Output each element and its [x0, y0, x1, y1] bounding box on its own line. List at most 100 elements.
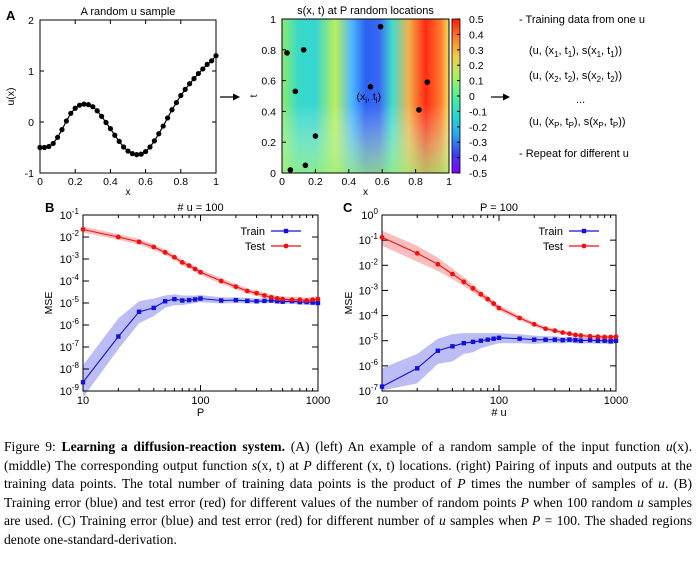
pairing-text: (u, (x	[529, 70, 555, 82]
train-point	[608, 339, 613, 344]
legend-label: Test	[245, 241, 265, 253]
legend-label: Train	[538, 226, 563, 238]
test-point	[552, 328, 558, 334]
plot-frame	[39, 19, 217, 174]
y-tick-base: 10	[359, 311, 371, 323]
sample-point	[416, 107, 422, 113]
caption-math: P	[303, 457, 312, 473]
pairing-text: , t	[559, 116, 568, 128]
y-tick-label: 100	[361, 207, 378, 222]
caption-math: (x, t)	[367, 457, 395, 473]
x-axis-label: x	[126, 187, 131, 198]
caption-text: samples are used. (C) Training error (bl…	[4, 494, 692, 529]
train-point	[315, 300, 321, 306]
x-tick-label: 1	[213, 176, 219, 188]
colorbar-tick-label: -0.2	[469, 122, 487, 134]
colorbar-tick-label: -0.4	[469, 153, 487, 165]
y-axis-label: MSE	[43, 292, 55, 315]
test-point	[151, 244, 157, 250]
x-tick-label: 10	[77, 395, 89, 407]
y-tick-label: 0.8	[261, 45, 276, 57]
x-tick-label: 1	[446, 176, 452, 188]
train-point	[560, 337, 565, 343]
x-tick-label: 0.4	[341, 176, 356, 188]
train-point	[310, 300, 315, 305]
colorbar-tick-label: 0.3	[469, 45, 484, 57]
data-point	[103, 119, 109, 126]
data-point	[72, 105, 78, 111]
sample-point	[292, 88, 299, 95]
x-tick-label: 0.6	[138, 176, 153, 188]
data-point	[187, 81, 193, 87]
arrow-right-icon	[233, 93, 240, 101]
pairing-text: , t	[601, 70, 610, 82]
test-point	[80, 227, 86, 232]
x-tick-label: 100	[191, 395, 209, 407]
caption-text: when 100 random	[528, 494, 638, 510]
data-point	[191, 76, 197, 82]
train-point	[496, 335, 502, 341]
pairing-subscript: 2	[568, 75, 573, 84]
panel-letter-a: A	[6, 8, 16, 23]
test-point	[186, 263, 192, 269]
caption-math: P	[457, 476, 466, 492]
train-point	[532, 337, 537, 342]
train-point	[450, 344, 455, 349]
data-point	[94, 108, 100, 114]
y-tick-label: 10-7	[359, 383, 379, 398]
pairing-subscript: 1	[597, 50, 602, 59]
pairing-line: (u, (x1, t1), s(x1, t1))	[529, 45, 622, 59]
y-tick-exponent: -4	[371, 308, 379, 317]
panel-c: 10 100 100010010-110-210-310-410-510-610-7…	[343, 202, 628, 419]
legend-label: Train	[240, 226, 265, 238]
caption-text: . (B) Training error (blue) and test err…	[4, 476, 692, 510]
y-tick-exponent: -7	[371, 383, 379, 392]
std-band	[83, 294, 318, 398]
chart-title: s(x, t) at P random locations	[297, 5, 434, 17]
y-tick-label: 0.4	[261, 106, 276, 118]
caption-math: P	[532, 513, 541, 529]
data-point	[182, 86, 188, 92]
y-axis-label: u(x)	[5, 87, 17, 105]
test-point	[613, 334, 619, 340]
colorbar-tick-label: -0.3	[469, 137, 487, 149]
y-tick-base: 10	[60, 364, 72, 376]
y-tick-label: 10-5	[60, 295, 80, 310]
test-point	[450, 271, 455, 277]
y-tick-base: 10	[60, 210, 72, 222]
data-point	[90, 104, 96, 110]
test-point	[268, 294, 274, 300]
y-tick-label: 10-2	[359, 257, 379, 272]
y-tick-label: 10-8	[60, 361, 80, 376]
train-point	[151, 305, 156, 311]
point-label-subscript: i	[365, 96, 367, 105]
y-tick-label: 1	[28, 66, 34, 78]
y-tick-base: 10	[359, 361, 371, 373]
chart-title: P = 100	[480, 202, 518, 214]
colorbar-tick-label: -0.5	[469, 168, 487, 180]
data-point	[121, 144, 127, 150]
y-tick-label: 10-2	[60, 229, 80, 244]
train-point	[491, 336, 496, 341]
test-point	[485, 296, 491, 302]
y-tick-exponent: 0	[374, 207, 379, 216]
data-point	[169, 107, 175, 113]
y-tick-base: 10	[359, 336, 371, 348]
test-point	[244, 288, 250, 294]
x-tick-label: 0.2	[68, 176, 83, 188]
caption-math: u	[658, 476, 665, 492]
data-point	[204, 61, 210, 67]
panel-b: 10 100 100010-110-210-310-410-510-610-710-…	[43, 202, 330, 419]
data-point	[107, 126, 113, 132]
test-point	[115, 234, 121, 240]
test-point	[262, 293, 267, 298]
train-point	[543, 337, 548, 342]
y-tick-label: 10-6	[60, 317, 80, 332]
data-point	[134, 152, 140, 158]
train-point	[262, 298, 267, 304]
data-point	[143, 148, 149, 155]
test-point	[491, 301, 497, 306]
caption-text: at	[284, 457, 304, 473]
y-tick-exponent: -3	[371, 282, 379, 291]
test-series-line	[82, 228, 319, 302]
